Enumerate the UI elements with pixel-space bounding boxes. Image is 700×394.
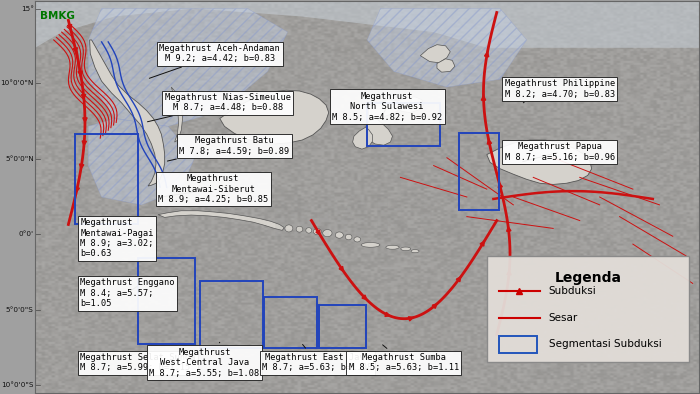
Text: Megathrust Philippine
M 8.2; a=4.70; b=0.83: Megathrust Philippine M 8.2; a=4.70; b=0… [505,79,615,103]
Polygon shape [369,100,402,118]
Text: Megathrust East Java
M 8.7; a=5.63; b=1.08: Megathrust East Java M 8.7; a=5.63; b=1.… [262,344,372,372]
Polygon shape [88,119,195,205]
Polygon shape [158,211,284,230]
Text: 15°: 15° [21,6,34,11]
Text: 10°0'0"S: 10°0'0"S [1,383,34,388]
Text: 5°0'0"S: 5°0'0"S [6,307,34,313]
Text: Megathrust
Mentawai-Siberut
M 8.9; a=4.25; b=0.85: Megathrust Mentawai-Siberut M 8.9; a=4.2… [158,174,268,204]
Polygon shape [397,97,424,113]
Text: Megathrust
West-Central Java
M 8.7; a=5.55; b=1.08: Megathrust West-Central Java M 8.7; a=5.… [149,342,260,377]
Ellipse shape [323,230,332,237]
Polygon shape [35,1,699,48]
Polygon shape [172,87,183,142]
Ellipse shape [354,237,360,242]
Polygon shape [421,45,450,63]
Text: Segmentasi Subduksi: Segmentasi Subduksi [549,339,662,349]
Text: Megathrust Nias-Simeulue
M 8.7; a=4.48; b=0.88: Megathrust Nias-Simeulue M 8.7; a=4.48; … [148,93,290,122]
Polygon shape [437,59,455,72]
Polygon shape [90,40,164,186]
Text: 0°0': 0°0' [19,231,34,237]
Ellipse shape [345,234,352,240]
Polygon shape [366,118,393,145]
Text: Sesar: Sesar [549,313,578,323]
Text: Megathrust Enggano
M 8.4; a=5.57;
b=1.05: Megathrust Enggano M 8.4; a=5.57; b=1.05 [80,278,175,308]
Polygon shape [353,127,372,149]
Text: BMKG: BMKG [270,192,465,249]
Text: Megathrust Batu
M 7.8; a=4.59; b=0.89: Megathrust Batu M 7.8; a=4.59; b=0.89 [167,136,290,161]
Text: 5°0'0"N: 5°0'0"N [5,156,34,162]
Text: Legenda: Legenda [554,271,622,285]
Polygon shape [220,90,329,144]
Ellipse shape [401,247,411,251]
Text: Megathrust Sumba
M 8.5; a=5.63; b=1.11: Megathrust Sumba M 8.5; a=5.63; b=1.11 [349,345,459,372]
Text: BMKG: BMKG [41,11,76,20]
Polygon shape [486,140,592,184]
Polygon shape [88,9,288,126]
Ellipse shape [314,229,321,235]
Ellipse shape [361,243,380,247]
Text: Megathrust Selat Sunda
M 8.7; a=5.99; b=1.15: Megathrust Selat Sunda M 8.7; a=5.99; b=… [80,353,196,372]
Ellipse shape [306,228,312,233]
Text: Megathrust Aceh-Andaman
M 9.2; a=4.42; b=0.83: Megathrust Aceh-Andaman M 9.2; a=4.42; b… [149,44,280,78]
Ellipse shape [335,232,343,238]
Ellipse shape [386,245,399,249]
Text: Megathrust
North Sulawesi
M 8.5; a=4.82; b=0.92: Megathrust North Sulawesi M 8.5; a=4.82;… [332,92,442,122]
Text: Megathrust
Mentawai-Pagai
M 8.9; a=3.02;
b=0.63: Megathrust Mentawai-Pagai M 8.9; a=3.02;… [80,218,154,258]
Ellipse shape [411,250,419,253]
Polygon shape [368,9,526,87]
Text: Megathrust Papua
M 8.7; a=5.16; b=0.96: Megathrust Papua M 8.7; a=5.16; b=0.96 [505,142,615,162]
Ellipse shape [285,225,293,232]
Text: 10°0'0"N: 10°0'0"N [1,80,34,86]
Text: Subduksi: Subduksi [549,286,596,296]
FancyBboxPatch shape [486,256,690,362]
Ellipse shape [296,226,303,232]
